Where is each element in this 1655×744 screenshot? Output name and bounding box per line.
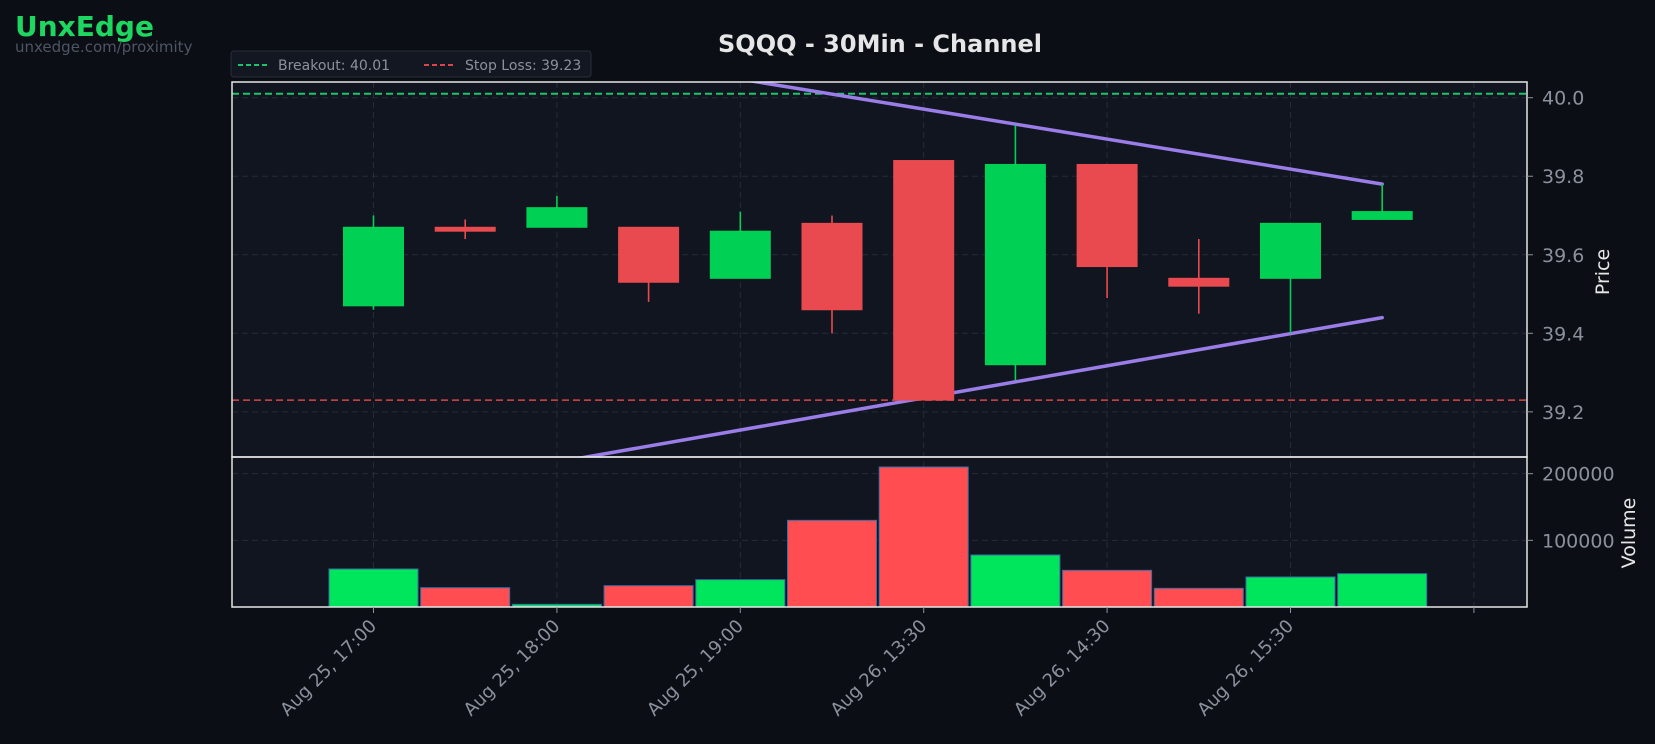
candle-body bbox=[1076, 163, 1138, 268]
volume-bar bbox=[603, 585, 694, 607]
candle-body bbox=[1260, 222, 1321, 279]
price-axis-label: Price bbox=[1592, 249, 1614, 295]
volume-bars bbox=[328, 466, 1428, 607]
volume-bar bbox=[1153, 587, 1244, 607]
candle-body bbox=[893, 160, 955, 401]
legend-box bbox=[230, 50, 592, 78]
channel-lines bbox=[576, 82, 1384, 457]
volume-bar bbox=[787, 519, 877, 607]
grid-lines bbox=[232, 82, 1527, 607]
price-tick-label: 39.4 bbox=[1542, 323, 1584, 345]
legend-stop-label: Stop Loss: 39.23 bbox=[465, 58, 581, 74]
brand-url: unxedge.com/proximity bbox=[15, 38, 193, 56]
candle-body bbox=[984, 163, 1046, 366]
volume-bar bbox=[695, 579, 786, 607]
chart-title: SQQQ - 30Min - Channel bbox=[718, 30, 1042, 58]
candle-body bbox=[1168, 277, 1230, 287]
candle-body bbox=[1351, 211, 1413, 220]
volume-bar bbox=[1062, 569, 1153, 607]
volume-bar bbox=[1245, 576, 1336, 607]
legend: Breakout: 40.01 Stop Loss: 39.23 bbox=[230, 50, 592, 78]
price-tick-label: 39.2 bbox=[1542, 402, 1584, 424]
candle-body bbox=[526, 207, 588, 228]
candle-body bbox=[618, 226, 680, 283]
channel-lower-line bbox=[576, 315, 1384, 457]
candle-body bbox=[343, 226, 404, 307]
volume-axis-label: Volume bbox=[1618, 498, 1640, 569]
candles bbox=[343, 125, 1413, 401]
volume-bar bbox=[970, 554, 1061, 607]
channel-upper-line bbox=[746, 82, 1384, 186]
legend-breakout-label: Breakout: 40.01 bbox=[278, 58, 390, 74]
reference-lines bbox=[232, 92, 1527, 401]
time-tick-label: Aug 26, 15:30 bbox=[1193, 616, 1298, 721]
price-tick-label: 40.0 bbox=[1542, 88, 1584, 110]
volume-panel-border bbox=[231, 456, 1528, 608]
brand-logo-text: UnxEdge bbox=[15, 10, 154, 43]
volume-bar bbox=[878, 466, 969, 607]
candle-body bbox=[709, 230, 771, 279]
time-tick-label: Aug 25, 19:00 bbox=[643, 616, 748, 721]
candle-body bbox=[434, 226, 496, 232]
price-tick-label: 39.8 bbox=[1542, 166, 1584, 188]
time-tick-label: Aug 26, 13:30 bbox=[827, 616, 932, 721]
time-tick-label: Aug 25, 17:00 bbox=[276, 616, 381, 721]
price-tick-label: 39.6 bbox=[1542, 245, 1584, 267]
volume-tick-label: 100000 bbox=[1542, 530, 1615, 552]
candle-body bbox=[801, 222, 863, 311]
volume-bar bbox=[328, 568, 419, 607]
volume-tick-label: 200000 bbox=[1542, 464, 1615, 486]
volume-bar bbox=[420, 587, 511, 607]
time-tick-label: Aug 25, 18:00 bbox=[460, 616, 565, 721]
time-tick-label: Aug 26, 14:30 bbox=[1010, 616, 1115, 721]
volume-bar bbox=[1337, 573, 1428, 607]
